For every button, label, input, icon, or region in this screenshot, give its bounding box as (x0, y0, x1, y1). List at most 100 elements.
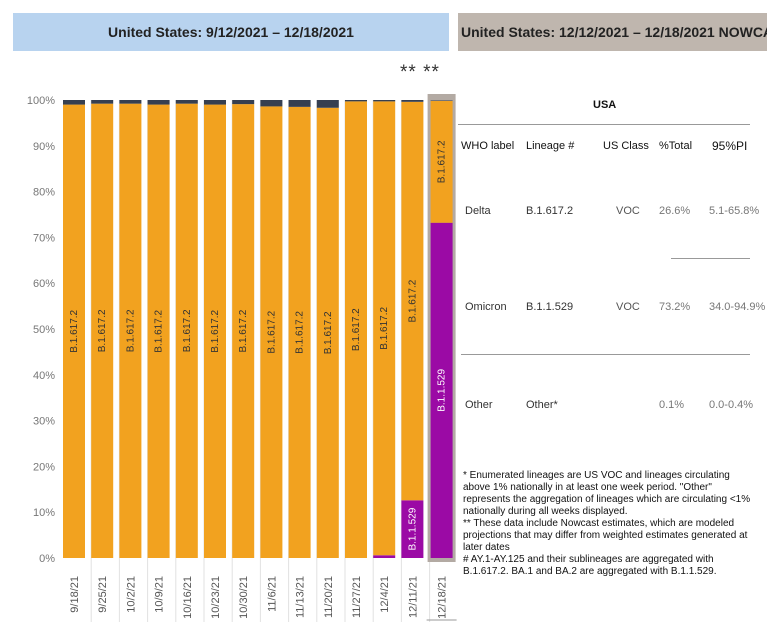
x-tick-label: 11/27/21 (351, 576, 363, 618)
y-tick-label: 30% (33, 416, 55, 428)
bar-segment (430, 222, 453, 558)
col-header-total: %Total (659, 140, 693, 152)
table-divider (671, 258, 750, 259)
bar-segment (373, 101, 396, 556)
bar-segment (373, 100, 396, 102)
row-delta-who: Delta (465, 205, 491, 217)
y-tick-label: 40% (33, 370, 55, 382)
footnote: # AY.1-AY.125 and their sublineages are … (463, 554, 717, 577)
footnote: * Enumerated lineages are US VOC and lin… (463, 470, 751, 517)
bar-label: B.1.617.2 (97, 309, 108, 352)
bar-segment (316, 107, 339, 558)
bar-segment (401, 100, 424, 102)
row-other-pi: 0.0-0.4% (709, 399, 754, 411)
chart-header: United States: 9/12/2021 – 12/18/2021 (13, 13, 449, 51)
bar-segment (175, 100, 198, 104)
bar-segment (204, 104, 226, 558)
bar-segment (232, 104, 255, 558)
bar-label: B.1.617.2 (238, 309, 249, 352)
bar-segment (63, 104, 85, 558)
bar-segment (401, 500, 424, 558)
y-tick-label: 60% (33, 278, 55, 290)
nowcast-header: United States: 12/12/2021 – 12/18/2021 N… (458, 13, 767, 51)
bar-segment (91, 103, 114, 558)
bar-segment (260, 106, 283, 559)
row-other-lineage: Other* (526, 399, 558, 411)
row-other-total: 0.1% (659, 399, 685, 411)
row-delta-total: 26.6% (659, 205, 691, 217)
row-omicron-total: 73.2% (659, 301, 691, 313)
x-tick-label: 10/2/21 (125, 576, 137, 613)
bar-segment (175, 103, 198, 558)
y-tick-label: 10% (33, 507, 55, 519)
bar-label: B.1.1.529 (407, 507, 418, 550)
stacked-bar-chart: 0% 10% 20% 30% 40% 50% 60% 70% 80% 90% 100% B.1.617… (27, 94, 457, 622)
row-delta-lineage: B.1.617.2 (526, 205, 574, 217)
bar-segment (232, 100, 255, 105)
y-tick-label: 90% (33, 141, 55, 153)
x-tick-label: 10/23/21 (210, 576, 222, 619)
row-omicron-class: VOC (616, 301, 640, 313)
x-tick-label: 11/6/21 (266, 576, 278, 612)
bar-label: B.1.617.2 (407, 279, 418, 322)
bar-segment (204, 100, 226, 105)
x-tick-label: 10/16/21 (182, 576, 194, 619)
footnote: ** These data include Nowcast estimates,… (463, 518, 748, 553)
bar-segment (401, 101, 424, 501)
bar-segment (147, 100, 170, 105)
y-tick-label: 20% (33, 461, 55, 473)
row-delta-pi: 5.1-65.8% (709, 205, 760, 217)
bar-segment (119, 100, 142, 104)
bar-label: B.1.617.2 (154, 309, 165, 352)
col-header-lineage: Lineage # (526, 140, 575, 152)
row-omicron-lineage: B.1.1.529 (526, 301, 574, 313)
col-header-who: WHO label (461, 140, 515, 152)
x-tick-label: 9/25/21 (97, 576, 109, 613)
bar-segment (147, 104, 170, 558)
bar-segment (316, 100, 339, 108)
bar-segment (288, 106, 311, 559)
x-tick-label: 9/18/21 (69, 576, 81, 613)
bar-label: B.1.617.2 (69, 309, 80, 352)
bar-segment (345, 100, 367, 102)
table-title: USA (593, 99, 617, 111)
table-divider (461, 354, 750, 355)
col-header-class: US Class (603, 140, 649, 152)
x-tick-label: 12/11/21 (407, 576, 419, 618)
bar-label: B.1.617.2 (379, 306, 390, 349)
row-delta-class: VOC (616, 205, 640, 217)
bar-segment (345, 101, 367, 559)
row-omicron-who: Omicron (465, 301, 507, 313)
x-tick-label: 12/18/21 (437, 576, 449, 619)
row-other-who: Other (465, 399, 493, 411)
bar-segment (91, 100, 114, 104)
bar-segment (260, 100, 283, 107)
table-divider (458, 124, 750, 125)
x-tick-label: 11/13/21 (295, 576, 307, 618)
x-tick-label: 10/9/21 (154, 576, 166, 613)
bar-segment (430, 100, 453, 223)
y-tick-label: 100% (27, 95, 55, 107)
bar-label: B.1.617.2 (351, 308, 362, 351)
y-tick-label: 50% (33, 324, 55, 336)
nowcast-marker: ** ** (400, 62, 440, 83)
bar-segment (373, 555, 396, 558)
bar-label: B.1.617.2 (295, 311, 306, 354)
x-tick-label: 10/30/21 (238, 576, 250, 619)
footnotes: * Enumerated lineages are US VOC and lin… (463, 470, 753, 578)
x-tick-label: 11/20/21 (323, 576, 335, 618)
bar-label: B.1.617.2 (437, 140, 448, 183)
row-omicron-pi: 34.0-94.9% (709, 301, 766, 313)
y-tick-label: 0% (39, 553, 55, 565)
bar-segment (288, 100, 311, 107)
bar-label: B.1.1.529 (437, 369, 448, 412)
bar-segment (119, 103, 142, 558)
y-tick-label: 80% (33, 187, 55, 199)
bar-label: B.1.617.2 (323, 311, 334, 354)
y-tick-label: 70% (33, 232, 55, 244)
bar-segment (430, 100, 453, 101)
bar-label: B.1.617.2 (182, 309, 193, 352)
bar-segment (63, 100, 85, 105)
x-tick-label: 12/4/21 (379, 576, 391, 613)
bar-label: B.1.617.2 (125, 309, 136, 352)
